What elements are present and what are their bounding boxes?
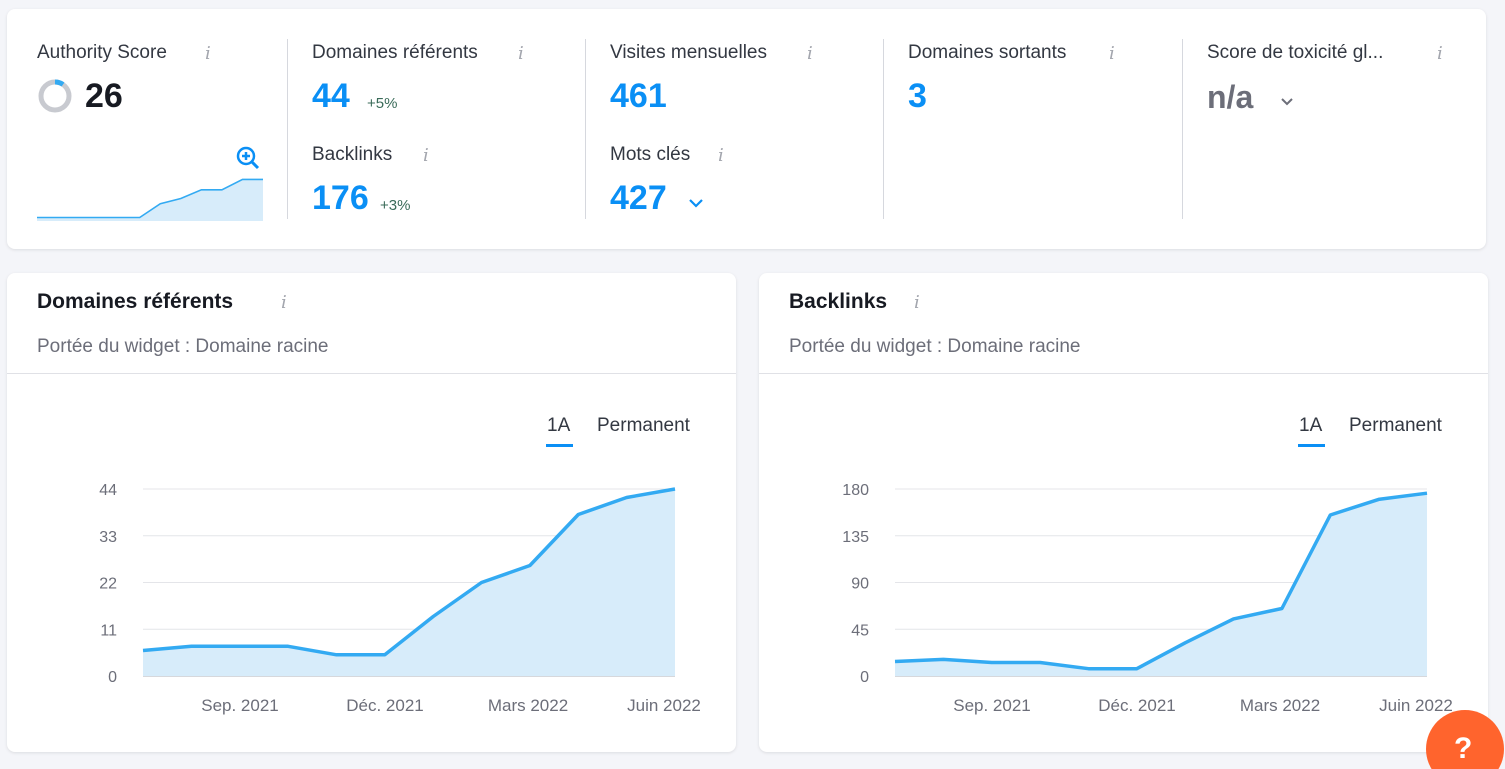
ref-domains-label: Domaines référents	[312, 42, 478, 63]
y-tick-label: 45	[851, 622, 869, 639]
authority-trend-sparkline	[37, 178, 263, 221]
toxicity-value[interactable]: n/a	[1207, 79, 1254, 115]
help-label: ?	[1454, 732, 1473, 765]
chart-title: Domaines référents	[37, 290, 234, 313]
ref-domains-chart-card: Domaines référents i Portée du widget : …	[7, 273, 736, 752]
visits-value[interactable]: 461	[610, 77, 667, 115]
chevron-down-icon[interactable]	[1280, 97, 1294, 107]
help-button[interactable]: ?	[1426, 710, 1504, 769]
sparkline-line	[37, 178, 263, 219]
x-tick-label: Sep. 2021	[201, 696, 279, 715]
series-area	[143, 489, 675, 676]
y-tick-label: 0	[108, 669, 117, 686]
info-icon[interactable]: i	[205, 43, 211, 64]
visits-label: Visites mensuelles	[610, 42, 768, 63]
info-icon[interactable]: i	[1109, 43, 1115, 64]
authority-ring-icon	[38, 79, 72, 113]
x-tick-label: Juin 2022	[627, 696, 701, 715]
divider	[585, 39, 586, 219]
ref-domains-delta: +5%	[367, 95, 398, 112]
visits-block: Visites mensuelles i 461 Mots clés i 427	[586, 9, 884, 249]
keywords-value[interactable]: 427	[610, 179, 667, 217]
ref-domains-block: Domaines référents i 44 +5% Backlinks i …	[288, 9, 586, 249]
y-tick-label: 90	[851, 576, 869, 593]
sparkline-area	[37, 179, 263, 221]
chevron-down-icon[interactable]	[688, 197, 704, 209]
toxicity-label: Score de toxicité gl...	[1207, 42, 1384, 63]
chart-subtitle: Portée du widget : Domaine racine	[37, 336, 329, 357]
tab-active-indicator	[1298, 444, 1325, 447]
series-line	[894, 491, 1428, 671]
authority-score-value: 26	[85, 77, 123, 115]
tab-active-indicator	[546, 444, 573, 447]
keywords-label: Mots clés	[610, 144, 691, 165]
y-tick-label: 33	[99, 529, 117, 546]
backlinks-area-chart: 0 45 90 135 180 Sep. 2021 Déc. 2021 Mars 2022 Ju…	[842, 482, 1453, 715]
info-icon[interactable]: i	[518, 43, 524, 64]
ref-domains-value[interactable]: 44	[312, 77, 350, 115]
x-tick-label: Déc. 2021	[346, 696, 424, 715]
outgoing-value[interactable]: 3	[908, 77, 927, 115]
x-tick-label: Mars 2022	[1240, 696, 1320, 715]
backlinks-chart-card: Backlinks i Portée du widget : Domaine r…	[759, 273, 1488, 752]
x-tick-label: Mars 2022	[488, 696, 568, 715]
info-icon[interactable]: i	[1437, 43, 1443, 64]
zoom-in-icon[interactable]	[235, 145, 261, 171]
chart-subtitle: Portée du widget : Domaine racine	[789, 336, 1081, 357]
x-tick-label: Sep. 2021	[953, 696, 1031, 715]
authority-score-label: Authority Score	[37, 42, 167, 63]
chart-title: Backlinks	[789, 290, 888, 313]
backlinks-label: Backlinks	[312, 144, 393, 165]
divider	[759, 373, 1488, 374]
y-tick-label: 44	[99, 482, 117, 499]
ref-domains-area-chart: 0 11 22 33 44 Sep. 2021 Déc. 2021 Mars 2022 Juin…	[99, 482, 701, 715]
info-icon[interactable]: i	[914, 292, 920, 313]
y-tick-label: 180	[842, 482, 869, 499]
divider	[287, 39, 288, 219]
y-tick-label: 0	[860, 669, 869, 686]
tab-permanent[interactable]: Permanent	[1349, 415, 1442, 436]
tab-permanent[interactable]: Permanent	[597, 415, 690, 436]
toxicity-block: Score de toxicité gl... i n/a	[1183, 9, 1486, 249]
divider	[883, 39, 884, 219]
backlinks-delta: +3%	[380, 197, 411, 214]
backlinks-value[interactable]: 176	[312, 179, 369, 217]
divider	[7, 373, 736, 374]
y-tick-label: 135	[842, 529, 869, 546]
y-tick-label: 11	[100, 622, 117, 639]
divider	[1182, 39, 1183, 219]
authority-score-block: Authority Score i 26	[7, 9, 287, 249]
info-icon[interactable]: i	[807, 43, 813, 64]
info-icon[interactable]: i	[718, 145, 724, 166]
summary-card: Authority Score i 26 Domaines référents …	[7, 9, 1486, 249]
tab-1a[interactable]: 1A	[1299, 415, 1323, 436]
series-line	[142, 487, 676, 657]
tab-1a[interactable]: 1A	[547, 415, 571, 436]
info-icon[interactable]: i	[281, 292, 287, 313]
outgoing-block: Domaines sortants i 3	[884, 9, 1182, 249]
info-icon[interactable]: i	[423, 145, 429, 166]
x-tick-label: Juin 2022	[1379, 696, 1453, 715]
series-area	[895, 493, 1427, 676]
x-tick-label: Déc. 2021	[1098, 696, 1176, 715]
outgoing-label: Domaines sortants	[908, 42, 1067, 63]
y-tick-label: 22	[99, 576, 117, 593]
